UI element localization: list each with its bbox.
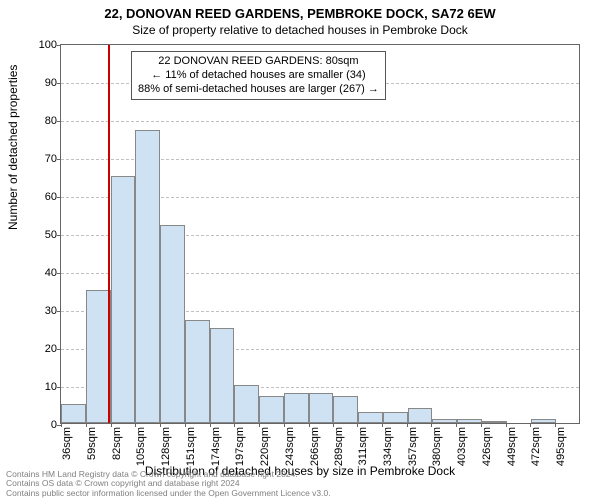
- x-tick-label: 59sqm: [86, 427, 98, 460]
- y-tick-label: 40: [45, 267, 57, 279]
- x-tick-label: 289sqm: [333, 427, 345, 466]
- annotation-box: 22 DONOVAN REED GARDENS: 80sqm ← 11% of …: [131, 51, 386, 100]
- y-tick-label: 10: [45, 381, 57, 393]
- footer-line3: Contains public sector information licen…: [6, 489, 600, 498]
- histogram-bar: [185, 320, 210, 423]
- histogram-bar: [259, 396, 284, 423]
- histogram-bar: [284, 393, 309, 423]
- x-tick-label: 174sqm: [210, 427, 222, 466]
- annotation-line1: 22 DONOVAN REED GARDENS: 80sqm: [138, 55, 379, 69]
- y-tick-label: 100: [39, 39, 57, 51]
- x-tick-label: 243sqm: [284, 427, 296, 466]
- histogram-chart: 010203040506070809010036sqm59sqm82sqm105…: [60, 44, 580, 424]
- x-tick-label: 105sqm: [135, 427, 147, 466]
- x-tick-label: 151sqm: [185, 427, 197, 466]
- histogram-bar: [86, 290, 111, 423]
- x-tick-label: 311sqm: [357, 427, 369, 465]
- histogram-bar: [383, 412, 408, 423]
- histogram-bar: [333, 396, 358, 423]
- histogram-bar: [309, 393, 334, 423]
- x-tick-label: 266sqm: [309, 427, 321, 466]
- annotation-line3: 88% of semi-detached houses are larger (…: [138, 83, 379, 97]
- x-tick-label: 36sqm: [61, 427, 73, 460]
- x-tick-label: 357sqm: [407, 427, 419, 466]
- x-tick-label: 82sqm: [111, 427, 123, 460]
- x-tick-label: 334sqm: [382, 427, 394, 466]
- y-tick-label: 20: [45, 343, 57, 355]
- histogram-bar: [531, 419, 556, 423]
- x-tick-label: 380sqm: [431, 427, 443, 466]
- histogram-bar: [358, 412, 383, 423]
- x-tick-label: 426sqm: [481, 427, 493, 466]
- histogram-bar: [432, 419, 457, 423]
- histogram-bar: [408, 408, 433, 423]
- y-tick-label: 80: [45, 115, 57, 127]
- reference-line: [108, 45, 110, 423]
- x-tick-label: 495sqm: [555, 427, 567, 466]
- y-tick-label: 30: [45, 305, 57, 317]
- histogram-bar: [210, 328, 235, 423]
- histogram-bar: [482, 421, 507, 423]
- y-axis-label: Number of detached properties: [6, 65, 20, 230]
- x-tick-label: 472sqm: [530, 427, 542, 466]
- footer-attribution: Contains HM Land Registry data © Crown c…: [0, 470, 600, 498]
- annotation-line2: ← 11% of detached houses are smaller (34…: [138, 69, 379, 83]
- chart-title-main: 22, DONOVAN REED GARDENS, PEMBROKE DOCK,…: [0, 0, 600, 21]
- y-tick-label: 90: [45, 77, 57, 89]
- x-tick-label: 449sqm: [506, 427, 518, 466]
- x-tick-label: 128sqm: [160, 427, 172, 466]
- histogram-bar: [61, 404, 86, 423]
- histogram-bar: [160, 225, 185, 423]
- y-tick-label: 50: [45, 229, 57, 241]
- y-tick-label: 60: [45, 191, 57, 203]
- y-tick-label: 70: [45, 153, 57, 165]
- histogram-bar: [234, 385, 259, 423]
- histogram-bar: [135, 130, 160, 423]
- gridline: [61, 121, 579, 122]
- histogram-bar: [111, 176, 136, 423]
- x-tick-label: 197sqm: [234, 427, 246, 466]
- chart-title-sub: Size of property relative to detached ho…: [0, 21, 600, 37]
- histogram-bar: [457, 419, 482, 423]
- x-tick-label: 403sqm: [456, 427, 468, 466]
- x-tick-label: 220sqm: [259, 427, 271, 466]
